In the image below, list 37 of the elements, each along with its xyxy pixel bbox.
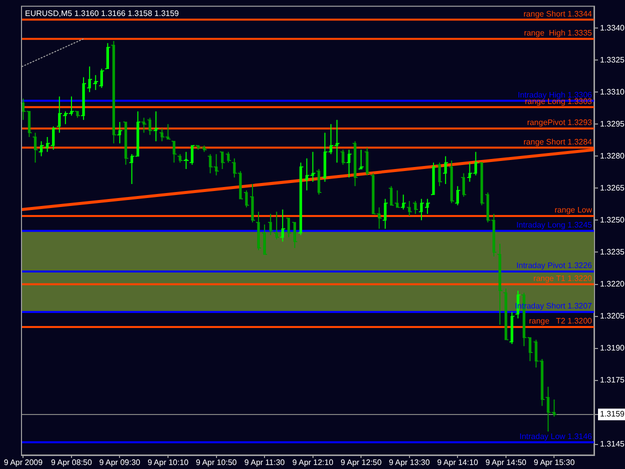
y-tick-label: 1.3250 xyxy=(600,215,625,224)
x-tick-label: 9 Apr 10:10 xyxy=(148,458,190,468)
ref-line-label: range T1 1.3220 xyxy=(533,274,593,283)
y-tick-label: 1.3235 xyxy=(600,247,625,256)
ref-line-label: range High 1.3335 xyxy=(524,28,593,38)
x-tick-label: 9 Apr 09:30 xyxy=(99,458,141,468)
y-tick-label: 1.3145 xyxy=(600,440,625,449)
ref-line-label: rangePivot 1.3293 xyxy=(527,118,593,128)
y-tick-label: 1.3325 xyxy=(600,55,625,64)
chart-title: EURUSD,M5 1.3160 1.3166 1.3158 1.3159 xyxy=(25,9,180,18)
y-tick-label: 1.3280 xyxy=(600,151,625,160)
x-tick-label: 9 Apr 10:50 xyxy=(196,458,238,468)
y-tick-label: 1.3175 xyxy=(600,376,625,385)
ref-line-label: range Low xyxy=(554,206,592,215)
ref-line-label: Intraday Long 1.3245 xyxy=(516,220,593,230)
x-tick-label: 9 Apr 08:50 xyxy=(51,458,92,468)
x-tick-label: 9 Apr 11:30 xyxy=(244,458,286,468)
y-tick-label: 1.3340 xyxy=(600,23,625,32)
x-tick-label: 9 Apr 14:10 xyxy=(437,458,479,468)
y-tick-label: 1.3295 xyxy=(600,119,625,128)
y-tick-label: 1.3190 xyxy=(600,343,625,352)
y-tick-label: 1.3310 xyxy=(600,87,625,96)
x-tick-label: 9 Apr 12:10 xyxy=(292,458,334,468)
y-tick-label: 1.3265 xyxy=(600,183,625,192)
x-tick-label: 9 Apr 13:30 xyxy=(388,458,430,468)
ref-line-label: Intraday Pivot 1.3226 xyxy=(516,261,593,270)
ref-line-label: range Short 1.3344 xyxy=(524,9,593,18)
y-tick-label: 1.3159 xyxy=(600,410,625,419)
x-tick-label: 9 Apr 12:50 xyxy=(340,458,382,468)
ref-line-label: range Short 1.3284 xyxy=(524,137,593,146)
ref-line-label: range T2 1.3200 xyxy=(528,316,593,326)
x-tick-label: 9 Apr 15:30 xyxy=(534,458,576,468)
x-tick-label: 9 Apr 2009 xyxy=(4,458,44,468)
y-tick-label: 1.3220 xyxy=(600,279,625,288)
y-tick-label: 1.3205 xyxy=(600,311,625,320)
ref-line-label: Intraday Low 1.3146 xyxy=(520,432,593,441)
x-tick-label: 9 Apr 14:50 xyxy=(485,458,527,468)
